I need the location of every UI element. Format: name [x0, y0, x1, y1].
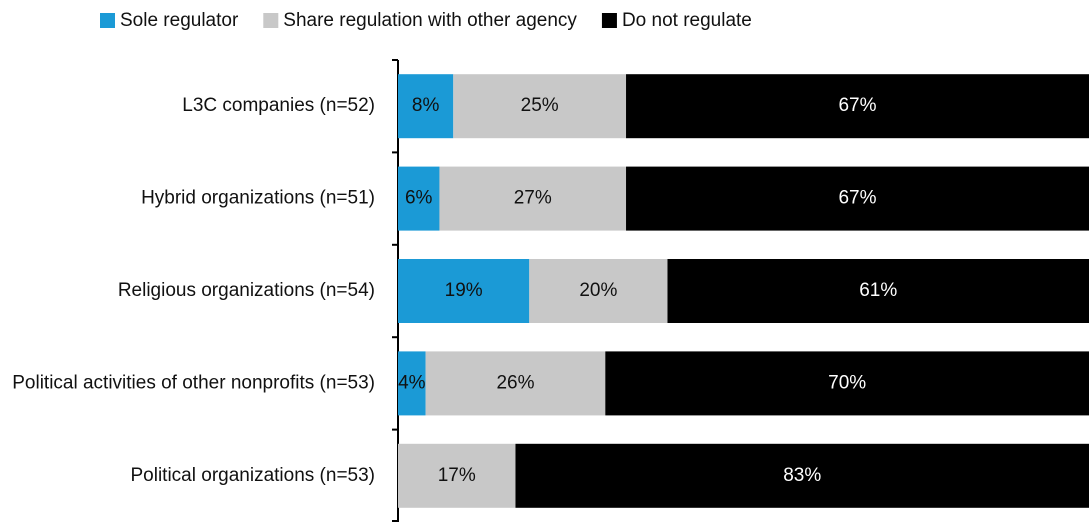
value-label: 20% — [579, 280, 617, 301]
bar-segment — [605, 351, 1089, 416]
category-label: Political organizations (n=53) — [131, 465, 376, 486]
bar-segment — [667, 259, 1089, 323]
category-label: Political activities of other nonprofits… — [12, 372, 375, 393]
bar-segment — [398, 351, 426, 416]
value-label: 6% — [405, 188, 433, 209]
value-label: 19% — [445, 280, 483, 301]
legend-swatch — [100, 13, 115, 28]
value-label: 70% — [828, 372, 866, 393]
bar-segment — [398, 259, 530, 323]
bar-segment — [398, 166, 440, 231]
bar-segment — [398, 74, 454, 139]
bar-segment — [529, 259, 668, 323]
category-label: L3C companies (n=52) — [182, 95, 375, 116]
bar-segment — [453, 74, 627, 139]
value-label: 27% — [514, 188, 552, 209]
value-label: 17% — [438, 465, 476, 486]
legend-label: Share regulation with other agency — [283, 10, 577, 31]
value-label: 67% — [838, 95, 876, 116]
bar-segment — [425, 351, 606, 416]
bar-segment — [626, 74, 1089, 139]
legend-swatch — [263, 13, 279, 28]
bar-segment — [626, 166, 1089, 231]
value-label: 4% — [398, 372, 426, 393]
value-label: 67% — [838, 188, 876, 209]
value-label: 61% — [859, 280, 897, 301]
value-label: 26% — [496, 372, 534, 393]
bar-segment — [398, 443, 516, 508]
value-label: 83% — [783, 465, 821, 486]
legend-label: Sole regulator — [120, 10, 239, 31]
value-label: 8% — [412, 95, 440, 116]
legend-label: Do not regulate — [622, 10, 752, 31]
bar-segment — [439, 166, 627, 231]
value-label: 25% — [521, 95, 559, 116]
category-label: Hybrid organizations (n=51) — [141, 188, 375, 209]
legend-swatch — [601, 13, 617, 28]
bar-segment — [515, 443, 1089, 508]
category-label: Religious organizations (n=54) — [118, 280, 375, 301]
